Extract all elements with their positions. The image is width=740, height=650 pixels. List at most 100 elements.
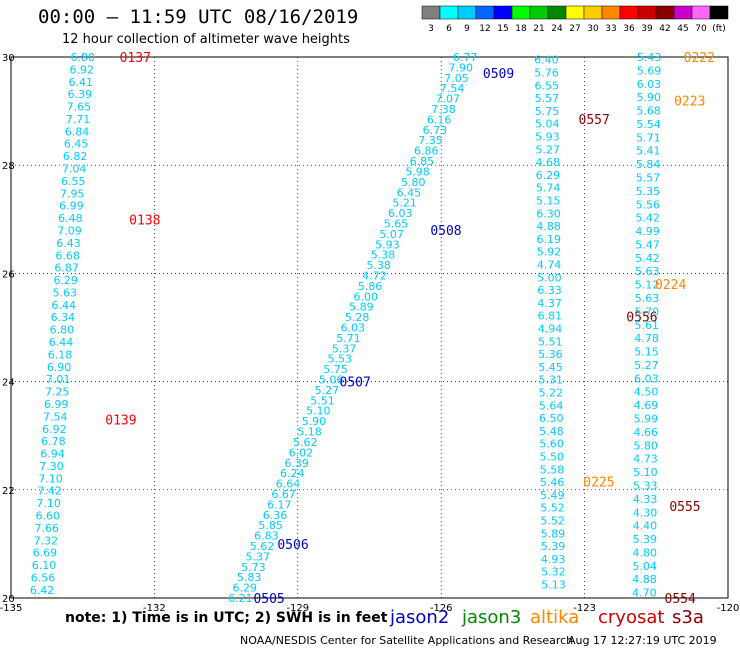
wave-height-value: 6.42 xyxy=(30,584,55,597)
wave-height-value: 5.31 xyxy=(538,374,563,387)
wave-height-value: 6.43 xyxy=(56,237,81,250)
wave-height-value: 6.17 xyxy=(267,498,292,511)
plot-frame xyxy=(10,56,729,599)
colorbar-swatch xyxy=(421,5,441,20)
wave-height-value: 7.32 xyxy=(34,534,59,547)
wave-height-value: 6.73 xyxy=(423,124,448,137)
wave-height-value: 4.78 xyxy=(634,332,659,345)
wave-height-value: 5.98 xyxy=(405,165,430,178)
wave-height-value: 4.88 xyxy=(536,220,561,233)
wave-height-value: 7.54 xyxy=(440,82,465,95)
colorbar-swatch xyxy=(457,5,477,20)
wave-height-value: 5.65 xyxy=(384,217,409,230)
colorbar-tick-label: 18 xyxy=(515,24,527,34)
wave-height-value: 5.80 xyxy=(401,176,426,189)
wave-height-value: 5.69 xyxy=(637,64,662,77)
wave-height-value: 6.87 xyxy=(54,262,79,275)
wave-height-value: 5.41 xyxy=(636,145,661,158)
wave-height-value: 5.63 xyxy=(52,286,77,299)
wave-height-value: 6.64 xyxy=(276,478,301,491)
wave-height-value: 5.52 xyxy=(540,514,565,527)
wave-height-value: 7.04 xyxy=(62,163,87,176)
wave-height-value: 5.73 xyxy=(241,561,266,574)
pass-time-label: 0505 xyxy=(253,592,284,607)
wave-height-value: 5.38 xyxy=(366,259,391,272)
wave-height-value: 4.94 xyxy=(538,322,563,335)
wave-height-value: 6.99 xyxy=(44,398,69,411)
wave-height-value: 5.92 xyxy=(537,246,562,259)
wave-height-value: 5.58 xyxy=(540,463,565,476)
wave-height-value: 5.54 xyxy=(636,118,661,131)
x-tick-label: -123 xyxy=(573,603,596,614)
wave-height-value: 7.38 xyxy=(431,103,456,116)
wave-height-value: 5.33 xyxy=(633,479,658,492)
wave-height-value: 7.65 xyxy=(67,101,92,114)
x-tick-label: -126 xyxy=(430,603,453,614)
wave-height-value: 4.88 xyxy=(632,573,657,586)
wave-height-value: 6.00 xyxy=(353,290,378,303)
wave-height-value: 7.05 xyxy=(444,72,469,85)
pass-time-label: 0556 xyxy=(626,311,657,326)
colorbar-tick-label: 70 xyxy=(695,24,707,34)
wave-height-value: 4.99 xyxy=(635,225,660,238)
wave-height-value: 5.61 xyxy=(634,319,659,332)
wave-height-value: 4.72 xyxy=(362,269,387,282)
wave-height-value: 6.18 xyxy=(48,348,73,361)
wave-height-value: 6.94 xyxy=(40,448,65,461)
y-tick-label: 30 xyxy=(2,53,15,64)
wave-height-value: 6.03 xyxy=(637,78,662,91)
wave-height-value: 6.45 xyxy=(397,186,422,199)
pass-time-label: 0557 xyxy=(579,113,610,128)
colorbar-tick-label: 15 xyxy=(497,24,508,34)
pass-time-label: 0507 xyxy=(340,376,371,391)
wave-height-value: 5.47 xyxy=(635,238,660,251)
pass-time-label: 0137 xyxy=(120,51,151,66)
wave-height-value: 6.19 xyxy=(537,233,562,246)
wave-height-value: 6.99 xyxy=(59,200,84,213)
satellite-legend-altika: altika xyxy=(530,607,580,628)
wave-height-value: 4.30 xyxy=(633,506,658,519)
wave-height-value: 6.85 xyxy=(410,155,435,168)
wave-height-value: 5.48 xyxy=(539,425,564,438)
wave-height-value: 5.04 xyxy=(632,560,657,573)
colorbar-swatch xyxy=(691,5,711,20)
satellite-legend-jason3: jason3 xyxy=(462,607,522,628)
wave-height-value: 5.22 xyxy=(539,386,564,399)
wave-height-value: 5.42 xyxy=(635,252,660,265)
wave-height-value: 5.07 xyxy=(379,228,404,241)
wave-height-value: 5.27 xyxy=(315,384,340,397)
wave-height-value: 4.40 xyxy=(633,520,658,533)
colorbar-swatch xyxy=(637,5,657,20)
wave-height-value: 5.71 xyxy=(636,131,661,144)
wave-height-value: 7.25 xyxy=(45,386,70,399)
wave-height-value: 5.85 xyxy=(258,519,283,532)
wave-height-value: 4.37 xyxy=(537,297,562,310)
x-tick-label: -132 xyxy=(143,603,166,614)
wave-height-value: 5.89 xyxy=(349,301,374,314)
pass-time-label: 0138 xyxy=(129,213,160,228)
wave-height-value: 5.57 xyxy=(636,172,661,185)
wave-height-value: 7.09 xyxy=(57,224,82,237)
colorbar-swatch xyxy=(655,5,675,20)
color-scale-legend: 3 6 9 12 15 18 21 24 27 30 33 36 39 42 45 70 (ft) xyxy=(421,5,729,34)
wave-height-value: 5.50 xyxy=(540,450,565,463)
wave-height-value: 5.63 xyxy=(635,292,660,305)
wave-height-value: 6.16 xyxy=(427,113,452,126)
wave-height-value: 6.45 xyxy=(64,138,89,151)
wave-height-value: 5.70 xyxy=(635,305,660,318)
wave-height-value: 7.66 xyxy=(35,522,60,535)
wave-height-value: 5.38 xyxy=(371,249,396,262)
pass-time-label: 0222 xyxy=(684,51,715,66)
wave-height-value: 6.36 xyxy=(263,509,288,522)
wave-height-value: 5.15 xyxy=(536,194,561,207)
colorbar-tick-label: 6 xyxy=(446,24,452,34)
wave-height-value: 6.10 xyxy=(32,559,57,572)
wave-height-value: 4.70 xyxy=(632,587,657,600)
colorbar-tick-label: 30 xyxy=(587,24,599,34)
credit-line: NOAA/NESDIS Center for Satellite Applica… xyxy=(240,634,574,647)
colorbar-swatch xyxy=(547,5,567,20)
wave-height-value: 5.89 xyxy=(541,527,566,540)
generated-timestamp: Aug 17 12:27:19 UTC 2019 xyxy=(568,634,717,647)
wave-height-value: 5.27 xyxy=(634,359,659,372)
